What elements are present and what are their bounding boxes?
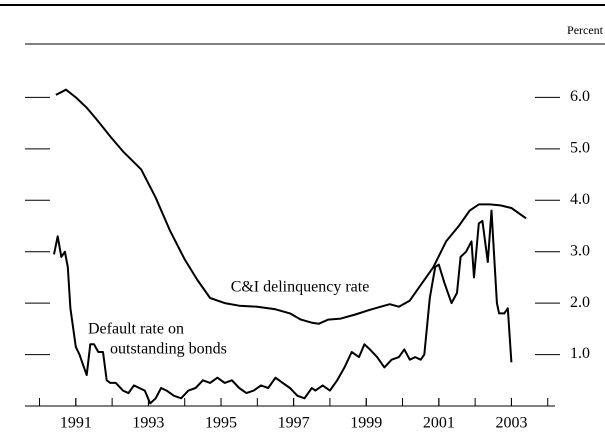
series-line: [55, 88, 527, 325]
y-tick-label: 5.0: [570, 140, 590, 157]
annotation: outstanding bonds: [110, 341, 227, 358]
annotation: C&I delinquency rate: [231, 279, 370, 296]
x-tick-label: 1991: [60, 415, 92, 432]
x-tick-label: 1993: [132, 415, 164, 432]
y-tick-label: 4.0: [570, 191, 590, 208]
x-tick-label: 2001: [423, 415, 455, 432]
y-axis-label: Percent: [567, 23, 604, 37]
x-tick-label: 1999: [350, 415, 382, 432]
y-tick-label: 3.0: [570, 242, 590, 259]
annotation: Default rate on: [88, 321, 184, 338]
x-tick-label: 2003: [495, 415, 527, 432]
y-tick-label: 6.0: [570, 88, 590, 105]
series-line: [53, 209, 513, 405]
y-tick-label: 2.0: [570, 294, 590, 311]
y-tick-label: 1.0: [570, 345, 590, 362]
x-tick-label: 1995: [205, 415, 237, 432]
x-tick-label: 1997: [278, 415, 310, 432]
